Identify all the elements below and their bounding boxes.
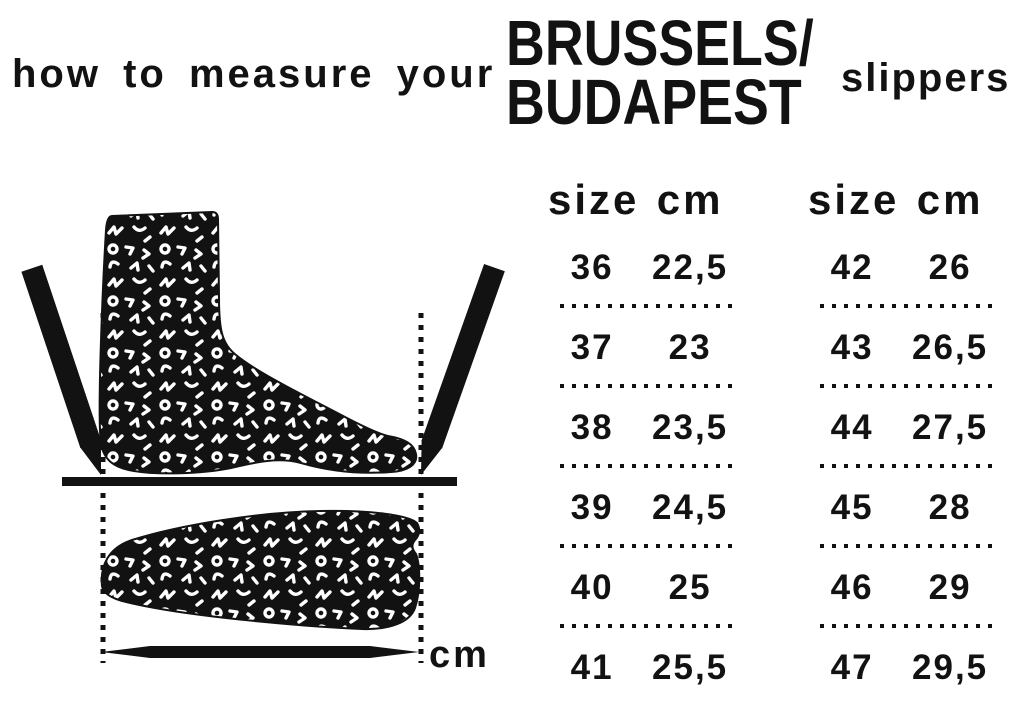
size-value: 46 [830, 568, 874, 607]
size-column-header: size [808, 176, 900, 223]
cm-value: 26 [928, 248, 972, 287]
table-row: 43 26,5 [808, 308, 1004, 388]
cm-value: 23,5 [652, 408, 729, 447]
table-row: 42 26 [808, 228, 1004, 308]
size-value: 42 [830, 248, 874, 287]
cm-value: 22,5 [652, 248, 729, 287]
measuring-diagram: cm [21, 210, 505, 676]
cm-value: 24,5 [652, 488, 729, 527]
cm-value: 29 [928, 568, 972, 607]
product-name-line2: BUDAPEST [506, 66, 802, 138]
page-title-suffix: slippers [841, 56, 1011, 100]
pencil-left-icon [21, 264, 102, 475]
size-value: 47 [830, 648, 874, 687]
size-value: 36 [570, 248, 614, 287]
size-table-36-41: size cm 36 22,5 37 23 38 23,5 39 24,5 40… [548, 172, 744, 704]
size-column-header: size [548, 176, 640, 223]
table-row: 45 28 [808, 468, 1004, 548]
foot-sole-icon [100, 509, 421, 631]
foot-side-icon [98, 210, 418, 475]
cm-value: 23 [668, 328, 712, 367]
cm-unit-label: cm [429, 634, 490, 676]
table-row: 41 25,5 [548, 628, 744, 704]
product-name-line1: BRUSSELS/ [506, 7, 814, 79]
table-header-row: size cm [548, 172, 744, 228]
product-name: BRUSSELS/ BUDAPEST [506, 7, 814, 138]
table-row: 46 29 [808, 548, 1004, 628]
measure-arrow-icon [101, 646, 419, 658]
ground-line [62, 477, 457, 486]
cm-value: 29,5 [912, 648, 989, 687]
cm-value: 27,5 [912, 408, 989, 447]
size-value: 43 [830, 328, 874, 367]
table-row: 40 25 [548, 548, 744, 628]
size-value: 38 [570, 408, 614, 447]
size-value: 39 [570, 488, 614, 527]
table-row: 37 23 [548, 308, 744, 388]
page-title-prefix: how to measure your [12, 52, 496, 96]
size-value: 45 [830, 488, 874, 527]
table-header-row: size cm [808, 172, 1004, 228]
cm-value: 28 [928, 488, 972, 527]
size-table-42-47: size cm 42 26 43 26,5 44 27,5 45 28 46 2… [808, 172, 1004, 704]
size-value: 40 [570, 568, 614, 607]
table-row: 36 22,5 [548, 228, 744, 308]
pencil-right-icon [421, 263, 505, 475]
size-value: 37 [570, 328, 614, 367]
cm-value: 25,5 [652, 648, 729, 687]
cm-value: 25 [668, 568, 712, 607]
table-row: 39 24,5 [548, 468, 744, 548]
table-row: 47 29,5 [808, 628, 1004, 704]
size-value: 44 [830, 408, 874, 447]
size-value: 41 [570, 648, 614, 687]
table-row: 38 23,5 [548, 388, 744, 468]
table-row: 44 27,5 [808, 388, 1004, 468]
cm-column-header: cm [656, 176, 724, 223]
cm-value: 26,5 [912, 328, 989, 367]
cm-column-header: cm [916, 176, 984, 223]
